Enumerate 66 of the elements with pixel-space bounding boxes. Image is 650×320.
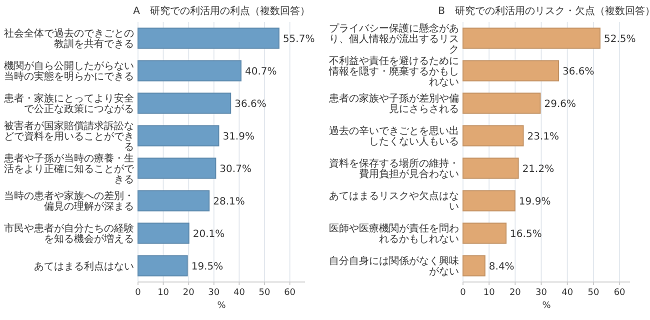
y-tick-label: 患者や子孫が当時の療養・生活をより正確に知ることができる xyxy=(3,152,135,186)
bar xyxy=(462,125,524,146)
x-tick-label: 30 xyxy=(208,288,220,298)
x-tick-label: 40 xyxy=(562,288,574,298)
y-tick-label: 自分自身には関係がなく興味がない xyxy=(329,255,459,278)
x-tick-label: 20 xyxy=(182,288,195,298)
data-label: 31.9% xyxy=(222,131,254,142)
x-tick-label: 30 xyxy=(536,288,548,298)
data-label: 36.6% xyxy=(234,98,266,110)
data-label: 8.4% xyxy=(488,261,514,272)
data-label: 29.6% xyxy=(544,98,576,110)
data-label: 19.5% xyxy=(191,261,224,272)
x-tick-label: 20 xyxy=(509,288,522,298)
y-tick-label: 機関が自ら公開したがらない当時の実態を明らかにできる xyxy=(4,60,134,82)
bar xyxy=(138,28,280,49)
x-tick-label: 50 xyxy=(588,288,600,298)
bar xyxy=(138,158,216,179)
x-tick-label: 50 xyxy=(258,288,271,298)
y-tick-label: 患者の家族や子孫が差別や偏見にさらされる xyxy=(328,92,459,115)
bar xyxy=(138,190,210,212)
bar xyxy=(138,60,242,82)
bar xyxy=(462,222,507,244)
data-label: 21.2% xyxy=(522,164,554,175)
y-tick-label: 患者・家族にとってより安全で公正な政策につながる xyxy=(3,92,134,115)
bar xyxy=(462,92,541,114)
x-tick-label: 10 xyxy=(158,288,170,298)
y-tick-label: 被害者が国家賠償請求訴訟などで資料を用いることができる xyxy=(4,120,134,153)
chart-title: B 研究での利活用のリスク・欠点（複数回答） xyxy=(438,5,650,17)
bar xyxy=(462,255,486,276)
data-label: 40.7% xyxy=(244,66,277,78)
data-label: 23.1% xyxy=(527,131,560,142)
data-label: 28.1% xyxy=(213,196,245,208)
data-label: 30.7% xyxy=(220,164,252,175)
data-label: 16.5% xyxy=(510,228,542,240)
x-tick-label: 40 xyxy=(233,288,246,298)
bar xyxy=(138,92,232,114)
bar xyxy=(462,190,516,212)
bar xyxy=(138,222,190,244)
chart-title: A 研究での利活用の利点（複数回答） xyxy=(133,5,310,17)
bar xyxy=(462,158,519,179)
y-tick-label: 資料を保存する場所の維持・費用負担が見合わない xyxy=(329,158,459,180)
y-tick-label: あてはまる利点はない xyxy=(34,260,134,272)
bar xyxy=(462,28,600,49)
y-tick-label: 市民や患者が自分たちの経験を知る機会が増える xyxy=(4,222,134,245)
y-tick-label: 社会全体で過去のできごとの教訓を共有できる xyxy=(4,28,134,50)
data-label: 55.7% xyxy=(282,34,315,45)
y-tick-label: プライバシー保護に懸念があり、個人情報が流出するリスク xyxy=(329,22,459,56)
data-label: 20.1% xyxy=(192,228,225,240)
bar xyxy=(462,60,560,82)
x-tick-label: 0 xyxy=(135,288,142,298)
bar xyxy=(138,255,188,276)
x-tick-label: 60 xyxy=(614,288,626,298)
y-tick-label: あてはまるリスクや欠点はない xyxy=(329,190,459,212)
x-axis-title: % xyxy=(542,301,552,311)
data-label: 52.5% xyxy=(604,34,636,45)
y-tick-label: 不利益や責任を避けるために情報を隠す・廃棄するかもしれない xyxy=(328,54,459,88)
data-label: 19.9% xyxy=(518,196,551,208)
y-tick-label: 過去の辛いできごとを思い出したくない人もいる xyxy=(329,125,459,148)
y-tick-label: 当時の患者や家族への差別・偏見の理解が深まる xyxy=(4,190,134,212)
data-label: 36.6% xyxy=(562,66,594,78)
x-tick-label: 60 xyxy=(284,288,296,298)
x-tick-label: 10 xyxy=(483,288,496,298)
x-axis-title: % xyxy=(217,301,226,311)
y-tick-label: 医師や医療機関が責任を問われるかもしれない xyxy=(329,222,459,245)
x-tick-label: 0 xyxy=(460,288,466,298)
bar xyxy=(138,125,220,146)
